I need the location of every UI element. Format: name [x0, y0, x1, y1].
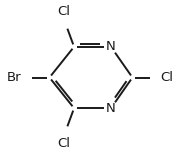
Text: Br: Br — [7, 71, 22, 84]
Text: Cl: Cl — [160, 71, 173, 84]
Text: N: N — [106, 40, 116, 53]
Text: N: N — [106, 102, 116, 115]
Text: Cl: Cl — [57, 5, 70, 18]
Text: Cl: Cl — [57, 137, 70, 150]
